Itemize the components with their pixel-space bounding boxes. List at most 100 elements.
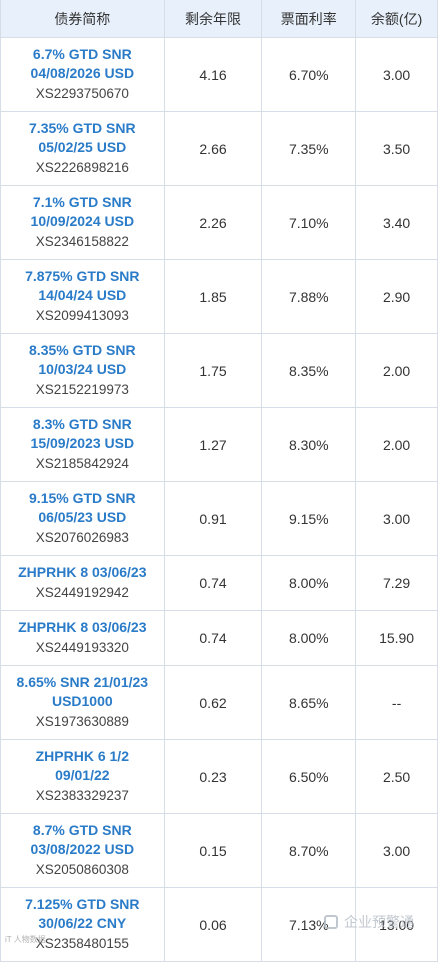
bond-name-link[interactable]: 6.7% GTD SNR [32,46,132,62]
remaining-years-cell: 0.23 [165,740,263,813]
bond-name-cell: 8.35% GTD SNR 10/03/24 USD XS2152219973 [1,334,165,407]
remaining-years-cell: 0.91 [165,482,263,555]
remaining-years-cell: 0.74 [165,611,263,665]
bond-name-link[interactable]: 8.3% GTD SNR [32,416,132,432]
table-row: 7.35% GTD SNR 05/02/25 USD XS2226898216 2.6… [1,112,438,186]
remaining-years-cell: 0.74 [165,556,263,610]
coupon-rate-cell: 8.35% [262,334,357,407]
bond-code: XS2358480155 [35,936,129,951]
table-row: 7.1% GTD SNR 10/09/2024 USD XS2346158822 2.… [1,186,438,260]
bond-name-link[interactable]: 8.65% SNR 21/01/23 [16,674,149,690]
bond-name-cell: ZHPRHK 8 03/06/23 XS2449192942 [1,556,165,610]
bond-name-link[interactable]: 7.35% GTD SNR [29,120,136,136]
coupon-rate-cell: 8.65% [262,666,357,739]
balance-cell: 3.00 [356,814,438,887]
bond-name-link[interactable]: 7.875% GTD SNR [25,268,140,284]
table-row: 8.7% GTD SNR 03/08/2022 USD XS2050860308 0.… [1,814,438,888]
table-row: 8.3% GTD SNR 15/09/2023 USD XS2185842924 1.… [1,408,438,482]
header-coupon-rate[interactable]: 票面利率 [262,0,357,37]
bond-name-link-line2[interactable]: 03/08/2022 USD [30,841,135,857]
table-row: ZHPRHK 8 03/06/23 XS2449192942 0.74 8.00% 7.… [1,556,438,611]
bond-code: XS2050860308 [35,862,129,877]
table-header: 债券简称 剩余年限 票面利率 余额(亿) [1,0,438,38]
coupon-rate-cell: 8.00% [262,611,357,665]
balance-cell: 2.00 [356,408,438,481]
bond-name-link[interactable]: 7.1% GTD SNR [32,194,132,210]
table-row: ZHPRHK 8 03/06/23 XS2449193320 0.74 8.00% 15… [1,611,438,666]
bond-name-cell: ZHPRHK 8 03/06/23 XS2449193320 [1,611,165,665]
balance-cell: -- [356,666,438,739]
bond-code: XS2076026983 [35,530,129,545]
balance-cell: 3.00 [356,38,438,111]
bond-name-link-line2[interactable]: USD1000 [51,693,113,709]
bond-name-link-line2[interactable]: 14/04/24 USD [38,287,127,303]
coupon-rate-cell: 8.00% [262,556,357,610]
table-row: 7.125% GTD SNR 30/06/22 CNY XS2358480155 0.… [1,888,438,962]
bond-name-cell: ZHPRHK 6 1/2 09/01/22 XS2383329237 [1,740,165,813]
coupon-rate-cell: 8.30% [262,408,357,481]
remaining-years-cell: 4.16 [165,38,263,111]
bond-code: XS2293750670 [35,86,129,101]
bond-name-link[interactable]: 7.125% GTD SNR [25,896,140,912]
bond-name-link-line2[interactable]: 09/01/22 [55,767,110,783]
bond-code: XS2099413093 [35,308,129,323]
table-row: 6.7% GTD SNR 04/08/2026 USD XS2293750670 4.… [1,38,438,112]
coupon-rate-cell: 6.50% [262,740,357,813]
bond-name-link[interactable]: ZHPRHK 8 03/06/23 [18,619,147,635]
table-body: 6.7% GTD SNR 04/08/2026 USD XS2293750670 4.… [1,38,438,962]
bond-name-cell: 7.875% GTD SNR 14/04/24 USD XS2099413093 [1,260,165,333]
bond-name-cell: 7.125% GTD SNR 30/06/22 CNY XS2358480155 [1,888,165,961]
coupon-rate-cell: 9.15% [262,482,357,555]
remaining-years-cell: 0.06 [165,888,263,961]
bond-name-link-line2[interactable]: 04/08/2026 USD [30,65,135,81]
bond-name-link-line2[interactable]: 05/02/25 USD [38,139,127,155]
bond-name-cell: 8.3% GTD SNR 15/09/2023 USD XS2185842924 [1,408,165,481]
bond-code: XS2226898216 [35,160,129,175]
bond-name-link-line2[interactable]: 15/09/2023 USD [30,435,135,451]
bond-code: XS2449193320 [35,640,129,655]
bond-name-cell: 6.7% GTD SNR 04/08/2026 USD XS2293750670 [1,38,165,111]
balance-cell: 2.00 [356,334,438,407]
bond-name-link-line2[interactable]: 30/06/22 CNY [38,915,127,931]
coupon-rate-cell: 6.70% [262,38,357,111]
remaining-years-cell: 0.15 [165,814,263,887]
bond-name-link[interactable]: 8.7% GTD SNR [32,822,132,838]
bond-code: XS2383329237 [35,788,129,803]
balance-cell: 15.90 [356,611,438,665]
bond-name-cell: 8.7% GTD SNR 03/08/2022 USD XS2050860308 [1,814,165,887]
bond-name-link-line2[interactable]: 10/03/24 USD [38,361,127,377]
bond-name-link[interactable]: ZHPRHK 8 03/06/23 [18,564,147,580]
bond-name-link[interactable]: ZHPRHK 6 1/2 [35,748,129,764]
coupon-rate-cell: 7.35% [262,112,357,185]
bond-name-link[interactable]: 8.35% GTD SNR [29,342,136,358]
remaining-years-cell: 0.62 [165,666,263,739]
table-row: 8.65% SNR 21/01/23 USD1000 XS1973630889 0.6… [1,666,438,740]
balance-cell: 13.00 [356,888,438,961]
bond-name-link[interactable]: 9.15% GTD SNR [29,490,136,506]
bond-name-cell: 7.35% GTD SNR 05/02/25 USD XS2226898216 [1,112,165,185]
bond-name-link-line2[interactable]: 06/05/23 USD [38,509,127,525]
remaining-years-cell: 1.27 [165,408,263,481]
remaining-years-cell: 1.85 [165,260,263,333]
remaining-years-cell: 2.66 [165,112,263,185]
header-balance[interactable]: 余额(亿) [356,0,438,37]
balance-cell: 2.90 [356,260,438,333]
bond-code: XS2185842924 [35,456,129,471]
bond-name-cell: 9.15% GTD SNR 06/05/23 USD XS2076026983 [1,482,165,555]
bond-code: XS2152219973 [35,382,129,397]
balance-cell: 7.29 [356,556,438,610]
coupon-rate-cell: 7.13% [262,888,357,961]
header-remaining-years[interactable]: 剩余年限 [165,0,263,37]
remaining-years-cell: 2.26 [165,186,263,259]
table-row: 8.35% GTD SNR 10/03/24 USD XS2152219973 1.7… [1,334,438,408]
bond-name-link-line2[interactable]: 10/09/2024 USD [30,213,135,229]
coupon-rate-cell: 7.88% [262,260,357,333]
balance-cell: 3.00 [356,482,438,555]
table-row: 9.15% GTD SNR 06/05/23 USD XS2076026983 0.9… [1,482,438,556]
bond-name-cell: 7.1% GTD SNR 10/09/2024 USD XS2346158822 [1,186,165,259]
balance-cell: 2.50 [356,740,438,813]
bond-code: XS2346158822 [35,234,129,249]
header-bond-name[interactable]: 债券简称 [1,0,165,37]
table-row: 7.875% GTD SNR 14/04/24 USD XS2099413093 1.… [1,260,438,334]
